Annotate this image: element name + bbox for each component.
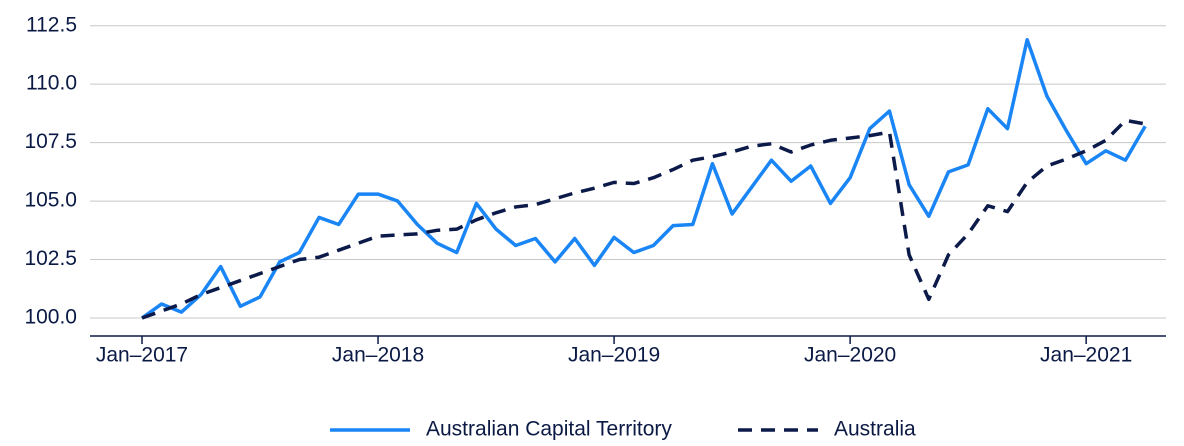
series-line	[141, 118, 1146, 320]
legend-label: Australian Capital Territory	[426, 418, 672, 441]
y-tick-label: 105.0	[24, 189, 77, 212]
x-tick-label: Jan–2018	[332, 344, 424, 367]
y-tick-label: 112.5	[26, 13, 77, 36]
x-tick-label: Jan–2020	[804, 344, 896, 367]
series-line	[140, 37, 1147, 320]
x-tick-label: Jan–2021	[1040, 344, 1132, 367]
y-tick-label: 100.0	[24, 306, 77, 329]
x-tick-label: Jan–2019	[568, 344, 660, 367]
y-tick-label: 107.5	[24, 130, 77, 153]
legend-label: Australia	[834, 418, 916, 441]
y-tick-label: 102.5	[24, 247, 77, 270]
x-tick-label: Jan–2017	[96, 344, 188, 367]
y-tick-label: 110.0	[26, 72, 77, 95]
